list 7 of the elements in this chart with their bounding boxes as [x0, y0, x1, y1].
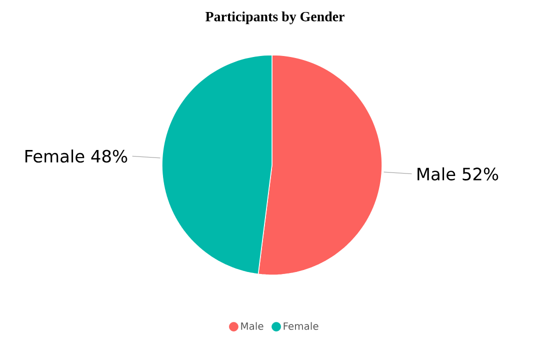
data-label: 52%	[462, 168, 498, 180]
slice-label: Male	[418, 167, 456, 180]
data-label: 48%	[91, 150, 128, 163]
slice-label: Female	[25, 150, 84, 163]
legend-label: Female	[284, 322, 318, 330]
chart-title: Participants by Gender	[206, 12, 344, 24]
legend-label: Male	[241, 322, 264, 330]
